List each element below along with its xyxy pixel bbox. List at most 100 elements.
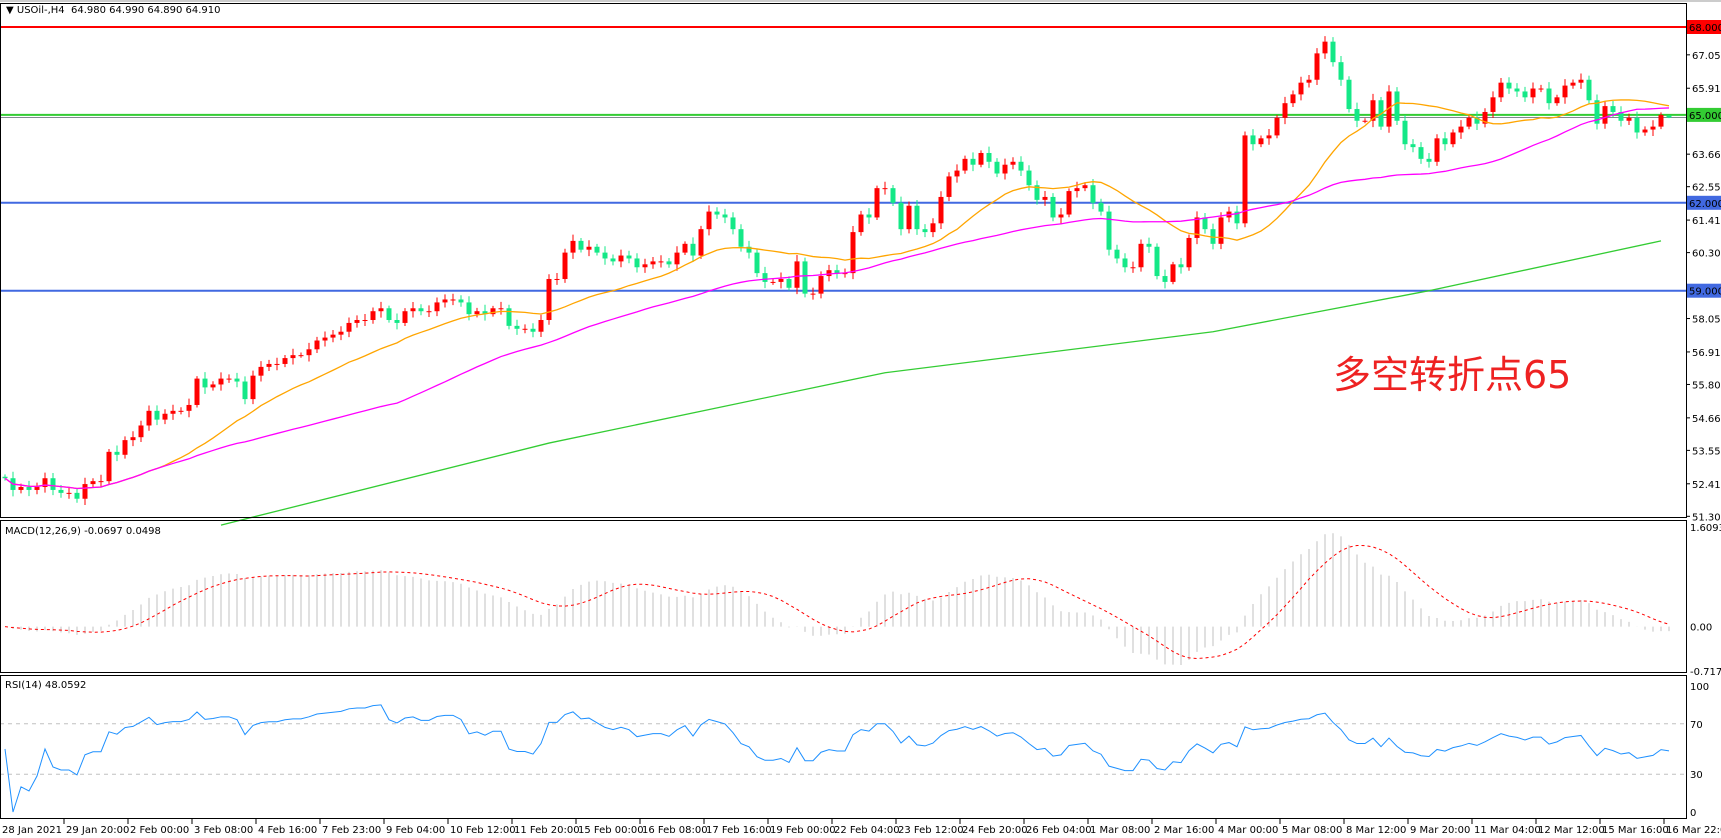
candle	[906, 201, 912, 234]
candle	[314, 336, 320, 353]
candle-body	[1074, 188, 1080, 192]
candle-body	[258, 366, 264, 376]
candle-body	[346, 322, 352, 332]
time-label: 3 Feb 08:00	[194, 825, 253, 836]
candle	[1434, 134, 1440, 166]
ma-slow-line	[220, 240, 1662, 526]
candle-body	[1626, 117, 1632, 121]
candle-body	[146, 410, 152, 426]
rsi-panel[interactable]	[0, 704, 1686, 813]
annotation-text: 多空转折点65	[1333, 353, 1572, 397]
candle-body	[1466, 117, 1472, 127]
candle	[1474, 111, 1480, 131]
candle-body	[602, 252, 608, 259]
candle-body	[1282, 103, 1288, 118]
candle-body	[490, 308, 496, 315]
candle	[1114, 244, 1120, 264]
candle-body	[1586, 79, 1592, 101]
price-panel[interactable]	[0, 26, 1686, 526]
candle-body	[1434, 138, 1440, 162]
candle	[730, 212, 736, 235]
candle-body	[1394, 91, 1400, 121]
candle-body	[474, 311, 480, 315]
candle	[146, 405, 152, 431]
candle	[242, 376, 248, 405]
candle-body	[354, 320, 360, 323]
candle-body	[410, 308, 416, 312]
candle-body	[266, 363, 272, 367]
rsi-line	[4, 704, 1670, 813]
candle-body	[930, 223, 936, 233]
candle-body	[2, 476, 8, 479]
candle-body	[50, 478, 56, 490]
candle	[554, 273, 560, 285]
candle	[450, 293, 456, 306]
candle	[970, 152, 976, 172]
candle-body	[450, 299, 456, 301]
candle	[754, 248, 760, 278]
time-label: 28 Jan 2021	[2, 825, 62, 836]
candle-body	[778, 278, 784, 282]
candle	[746, 240, 752, 259]
candle	[1522, 86, 1528, 102]
candle-body	[1138, 243, 1144, 268]
candle	[1594, 94, 1600, 130]
time-label: 1 Mar 08:00	[1090, 825, 1150, 836]
candle-body	[762, 273, 768, 282]
price-label-59.000: 59.000	[1689, 287, 1721, 298]
candle	[122, 436, 128, 459]
candle-body	[1490, 97, 1496, 112]
candle	[1370, 93, 1376, 128]
triangle-down-icon[interactable]: ▼	[6, 5, 14, 16]
candle-body	[714, 211, 720, 215]
candle-body	[378, 308, 384, 312]
candle	[34, 482, 40, 495]
candle	[322, 331, 328, 347]
candle-body	[1658, 114, 1664, 127]
candle	[1090, 178, 1096, 210]
time-label: 17 Feb 16:00	[706, 825, 772, 836]
candle-body	[970, 158, 976, 165]
candle	[1634, 111, 1640, 139]
candle	[794, 255, 800, 295]
candle-body	[442, 299, 448, 303]
candle	[1154, 243, 1160, 280]
candle	[274, 357, 280, 371]
candle	[666, 257, 672, 268]
candle	[698, 225, 704, 259]
candle	[346, 317, 352, 338]
candle-body	[1538, 88, 1544, 90]
candle-body	[234, 378, 240, 382]
candle	[1010, 157, 1016, 170]
candle-body	[506, 308, 512, 326]
candle	[1042, 190, 1048, 206]
candle-body	[1650, 126, 1656, 130]
candle	[1162, 269, 1168, 289]
candle	[930, 218, 936, 238]
candle	[474, 307, 480, 318]
time-label: 4 Mar 00:00	[1218, 825, 1278, 836]
macd-title: MACD(12,26,9) -0.0697 0.0498	[5, 526, 161, 537]
candle	[202, 372, 208, 394]
candle-body	[1594, 100, 1600, 124]
candle	[410, 302, 416, 318]
candle-body	[1570, 82, 1576, 86]
candle	[50, 473, 56, 496]
candle-body	[1122, 258, 1128, 268]
candle	[642, 258, 648, 273]
candle-body	[1474, 117, 1480, 124]
candle-body	[1026, 170, 1032, 186]
candle	[1482, 108, 1488, 128]
candle-body	[394, 320, 400, 323]
candle	[706, 205, 712, 236]
candle	[1290, 90, 1296, 108]
candle	[810, 287, 816, 300]
candle-body	[1154, 246, 1160, 277]
candle-body	[1210, 229, 1216, 244]
candle-body	[290, 355, 296, 359]
macd-panel-frame	[0, 520, 1687, 673]
macd-panel[interactable]	[4, 533, 1670, 665]
candle-body	[530, 328, 536, 332]
